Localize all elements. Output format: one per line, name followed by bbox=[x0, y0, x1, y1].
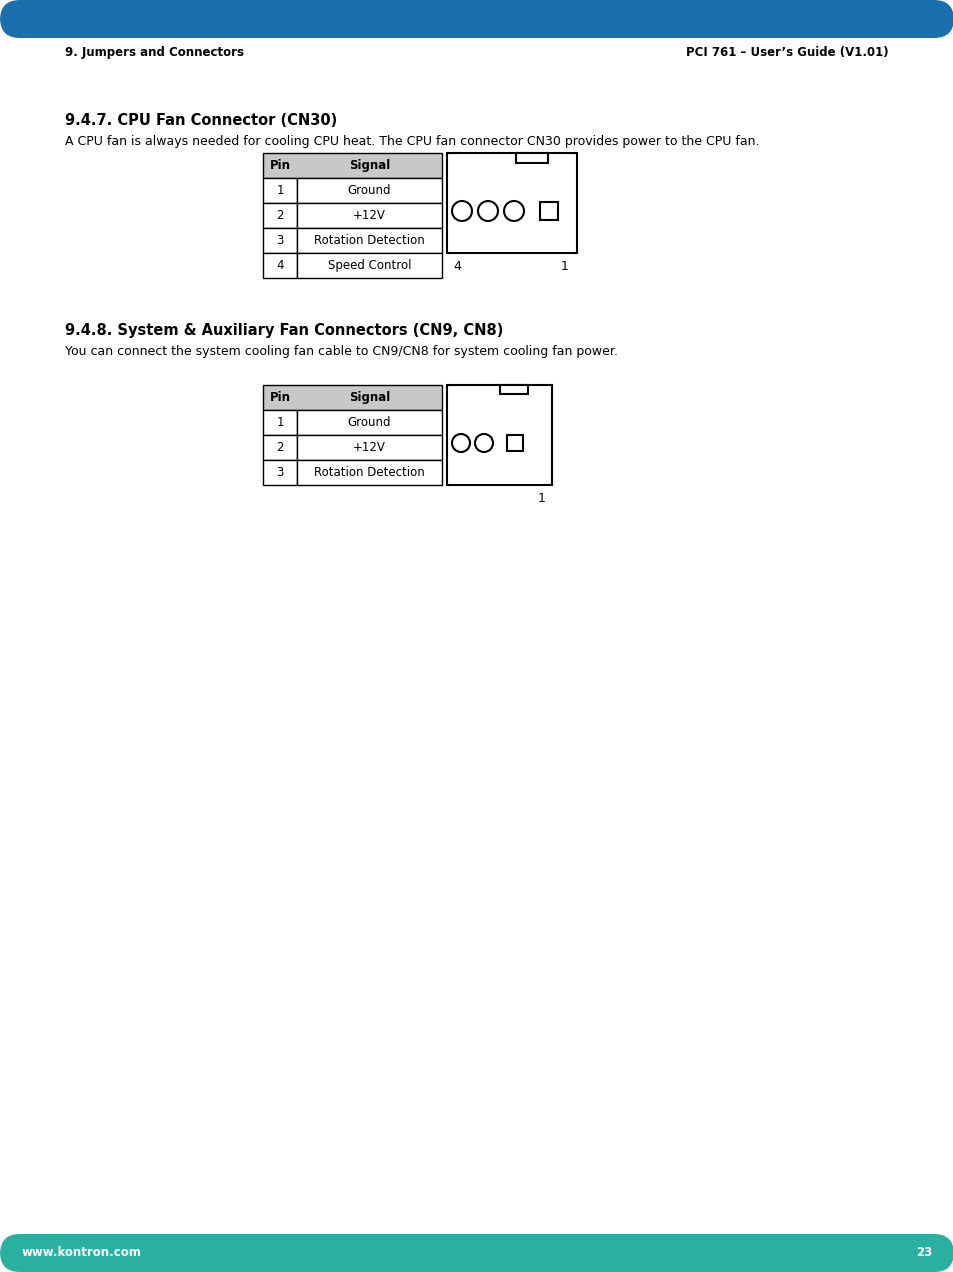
Text: 2: 2 bbox=[276, 209, 283, 223]
Text: Ground: Ground bbox=[348, 184, 391, 197]
Text: 23: 23 bbox=[915, 1247, 931, 1259]
Text: +12V: +12V bbox=[353, 441, 386, 454]
Bar bbox=[296, 460, 441, 485]
Bar bbox=[263, 178, 296, 204]
Text: 4: 4 bbox=[276, 259, 283, 272]
Text: Rotation Detection: Rotation Detection bbox=[314, 466, 424, 480]
Bar bbox=[500, 385, 528, 394]
Text: Speed Control: Speed Control bbox=[328, 259, 411, 272]
Bar bbox=[296, 253, 441, 279]
Text: 3: 3 bbox=[276, 234, 283, 247]
Circle shape bbox=[503, 201, 523, 221]
Bar bbox=[263, 153, 441, 178]
Bar bbox=[296, 204, 441, 228]
Text: +12V: +12V bbox=[353, 209, 386, 223]
Bar bbox=[296, 435, 441, 460]
Text: 1: 1 bbox=[276, 416, 283, 429]
Text: Pin: Pin bbox=[269, 391, 291, 404]
Circle shape bbox=[452, 201, 472, 221]
Text: 1: 1 bbox=[537, 492, 545, 505]
Text: 3: 3 bbox=[276, 466, 283, 480]
Bar bbox=[296, 410, 441, 435]
Bar bbox=[516, 153, 547, 163]
Bar bbox=[263, 253, 296, 279]
Text: Ground: Ground bbox=[348, 416, 391, 429]
Text: You can connect the system cooling fan cable to CN9/CN8 for system cooling fan p: You can connect the system cooling fan c… bbox=[65, 345, 618, 357]
Text: 1: 1 bbox=[276, 184, 283, 197]
Circle shape bbox=[475, 434, 493, 452]
Bar bbox=[263, 385, 441, 410]
Bar bbox=[296, 178, 441, 204]
Bar bbox=[447, 385, 552, 485]
Text: A CPU fan is always needed for cooling CPU heat. The CPU fan connector CN30 prov: A CPU fan is always needed for cooling C… bbox=[65, 135, 759, 148]
Text: Pin: Pin bbox=[269, 159, 291, 172]
Text: 9.4.7. CPU Fan Connector (CN30): 9.4.7. CPU Fan Connector (CN30) bbox=[65, 113, 337, 128]
Bar bbox=[539, 202, 558, 220]
FancyBboxPatch shape bbox=[0, 0, 953, 38]
Bar bbox=[296, 228, 441, 253]
Text: Rotation Detection: Rotation Detection bbox=[314, 234, 424, 247]
Bar bbox=[263, 204, 296, 228]
Circle shape bbox=[477, 201, 497, 221]
Bar bbox=[263, 460, 296, 485]
Text: 1: 1 bbox=[560, 261, 568, 273]
Text: www.kontron.com: www.kontron.com bbox=[22, 1247, 142, 1259]
Text: PCI 761 – User’s Guide (V1.01): PCI 761 – User’s Guide (V1.01) bbox=[685, 46, 888, 59]
Text: 9.4.8. System & Auxiliary Fan Connectors (CN9, CN8): 9.4.8. System & Auxiliary Fan Connectors… bbox=[65, 323, 503, 338]
Bar bbox=[447, 153, 577, 253]
Bar bbox=[263, 228, 296, 253]
Text: Signal: Signal bbox=[349, 391, 390, 404]
Text: 4: 4 bbox=[453, 261, 460, 273]
Bar bbox=[263, 435, 296, 460]
Text: 9. Jumpers and Connectors: 9. Jumpers and Connectors bbox=[65, 46, 244, 59]
Bar bbox=[506, 435, 522, 452]
Text: 2: 2 bbox=[276, 441, 283, 454]
Circle shape bbox=[452, 434, 470, 452]
Bar bbox=[263, 410, 296, 435]
Text: Signal: Signal bbox=[349, 159, 390, 172]
FancyBboxPatch shape bbox=[0, 1234, 953, 1272]
